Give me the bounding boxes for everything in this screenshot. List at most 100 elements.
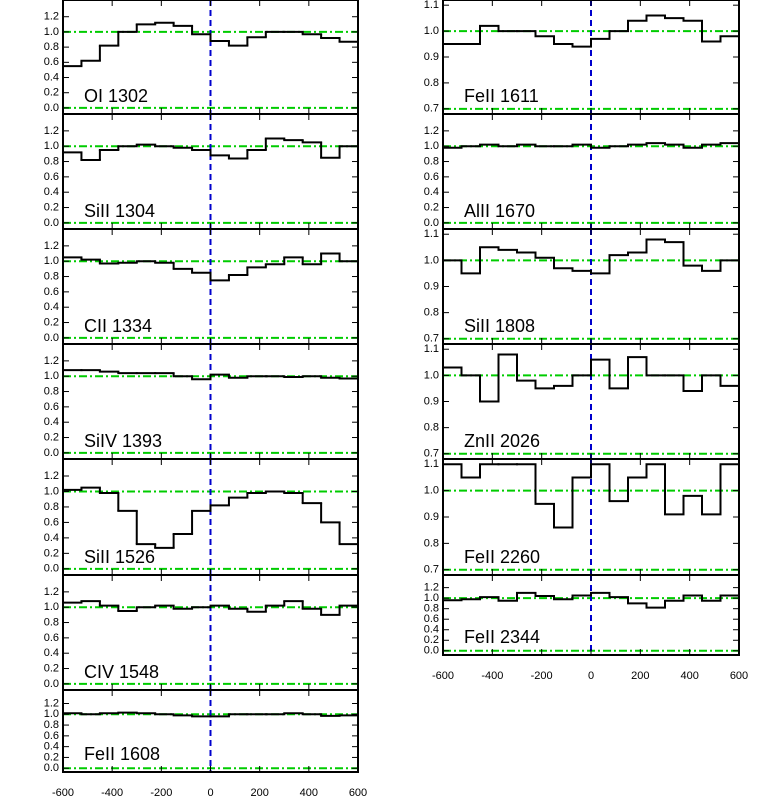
ion-label: OI 1302 <box>84 86 148 106</box>
x-tick-label: 200 <box>631 670 649 682</box>
y-tick-label: 1.0 <box>424 25 439 37</box>
x-tick-label: 0 <box>588 670 594 682</box>
x-tick-label: 400 <box>680 670 698 682</box>
y-tick-label: 0.4 <box>44 532 59 544</box>
panel <box>63 690 358 772</box>
panel <box>63 344 358 459</box>
y-tick-label: 0.9 <box>424 280 439 292</box>
y-tick-label: 1.2 <box>44 125 59 137</box>
y-tick-label: 1.0 <box>424 485 439 497</box>
ion-label: CII 1334 <box>84 316 152 336</box>
y-tick-label: 0.2 <box>44 87 59 99</box>
ion-label: AlII 1670 <box>464 201 535 221</box>
x-tick-label: 0 <box>207 787 213 799</box>
y-tick-label: 0.8 <box>424 307 439 319</box>
y-tick-label: 0.0 <box>44 102 59 114</box>
y-tick-label: 0.9 <box>424 51 439 63</box>
y-tick-label: 0.4 <box>44 741 59 753</box>
y-tick-label: 0.6 <box>424 613 439 625</box>
x-tick-label: 400 <box>300 787 318 799</box>
y-tick-label: 1.0 <box>424 254 439 266</box>
panel <box>63 0 358 114</box>
y-tick-label: 0.2 <box>44 751 59 763</box>
panel <box>63 459 358 575</box>
ion-label: CIV 1548 <box>84 662 159 682</box>
ion-label: SiII 1808 <box>464 316 535 336</box>
y-tick-label: 0.7 <box>424 103 439 115</box>
y-tick-label: 0.4 <box>44 416 59 428</box>
x-tick-label: 600 <box>349 787 367 799</box>
y-tick-label: 1.1 <box>424 458 439 470</box>
y-tick-label: 1.0 <box>424 592 439 604</box>
y-tick-label: 0.4 <box>44 647 59 659</box>
y-tick-label: 0.8 <box>44 719 59 731</box>
panel <box>443 114 739 229</box>
y-tick-label: 1.0 <box>44 370 59 382</box>
y-tick-label: 1.2 <box>44 697 59 709</box>
y-tick-label: 1.0 <box>44 708 59 720</box>
ion-label: ZnII 2026 <box>464 431 540 451</box>
x-tick-label: -600 <box>432 670 454 682</box>
y-tick-label: 0.4 <box>424 624 439 636</box>
y-tick-label: 0.9 <box>424 511 439 523</box>
y-tick-label: 1.0 <box>424 140 439 152</box>
y-tick-label: 0.6 <box>44 286 59 298</box>
y-tick-label: 0.4 <box>424 186 439 198</box>
x-tick-label: -600 <box>52 787 74 799</box>
y-tick-label: 0.2 <box>44 201 59 213</box>
panel <box>63 114 358 229</box>
y-tick-label: 1.0 <box>424 369 439 381</box>
y-tick-label: 0.8 <box>44 501 59 513</box>
y-tick-label: 0.9 <box>424 395 439 407</box>
x-tick-label: 200 <box>250 787 268 799</box>
y-tick-label: 0.4 <box>44 186 59 198</box>
x-tick-label: 600 <box>730 670 748 682</box>
x-tick-label: -400 <box>481 670 503 682</box>
y-tick-label: 1.0 <box>44 26 59 38</box>
y-tick-label: 1.2 <box>424 125 439 137</box>
y-tick-label: 1.2 <box>44 240 59 252</box>
ion-label: FeII 2260 <box>464 547 540 567</box>
y-tick-label: 0.4 <box>44 71 59 83</box>
y-tick-label: 0.8 <box>44 616 59 628</box>
y-tick-label: 0.0 <box>44 678 59 690</box>
y-tick-label: 0.0 <box>44 217 59 229</box>
y-tick-label: 1.2 <box>44 355 59 367</box>
ion-label: SiII 1304 <box>84 201 155 221</box>
y-tick-label: 0.2 <box>44 662 59 674</box>
y-tick-label: 1.1 <box>424 0 439 11</box>
x-tick-label: -200 <box>531 670 553 682</box>
panel <box>63 229 358 344</box>
y-tick-label: 1.0 <box>44 485 59 497</box>
y-tick-label: 0.8 <box>44 41 59 53</box>
y-tick-label: 0.2 <box>44 547 59 559</box>
y-tick-label: 0.7 <box>424 333 439 345</box>
y-tick-label: 0.8 <box>44 155 59 167</box>
y-tick-label: 0.8 <box>424 422 439 434</box>
y-tick-label: 0.6 <box>44 730 59 742</box>
ion-label: FeII 2344 <box>464 627 540 647</box>
y-tick-label: 0.0 <box>44 332 59 344</box>
y-tick-label: 0.7 <box>424 448 439 460</box>
y-tick-label: 0.8 <box>44 385 59 397</box>
y-tick-label: 1.0 <box>44 140 59 152</box>
y-tick-label: 0.6 <box>44 632 59 644</box>
y-tick-label: 1.2 <box>44 11 59 23</box>
panel <box>63 575 358 690</box>
x-tick-label: -400 <box>101 787 123 799</box>
y-tick-label: 0.4 <box>44 301 59 313</box>
y-tick-label: 1.2 <box>44 586 59 598</box>
y-tick-label: 0.6 <box>44 401 59 413</box>
y-tick-label: 0.6 <box>424 171 439 183</box>
y-tick-label: 0.0 <box>424 645 439 657</box>
y-tick-label: 1.1 <box>424 228 439 240</box>
y-tick-label: 0.6 <box>44 171 59 183</box>
y-tick-label: 1.1 <box>424 343 439 355</box>
y-tick-label: 0.2 <box>44 316 59 328</box>
y-tick-label: 1.2 <box>44 470 59 482</box>
x-tick-label: -200 <box>150 787 172 799</box>
y-tick-label: 0.6 <box>44 56 59 68</box>
y-tick-label: 0.2 <box>424 634 439 646</box>
y-tick-label: 0.8 <box>424 537 439 549</box>
